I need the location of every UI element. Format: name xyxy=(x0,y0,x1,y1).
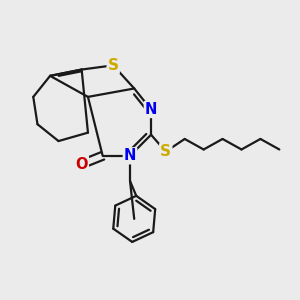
Text: N: N xyxy=(124,148,136,163)
Text: N: N xyxy=(145,102,157,117)
Text: S: S xyxy=(160,144,171,159)
Text: S: S xyxy=(108,58,119,73)
Text: O: O xyxy=(75,157,88,172)
